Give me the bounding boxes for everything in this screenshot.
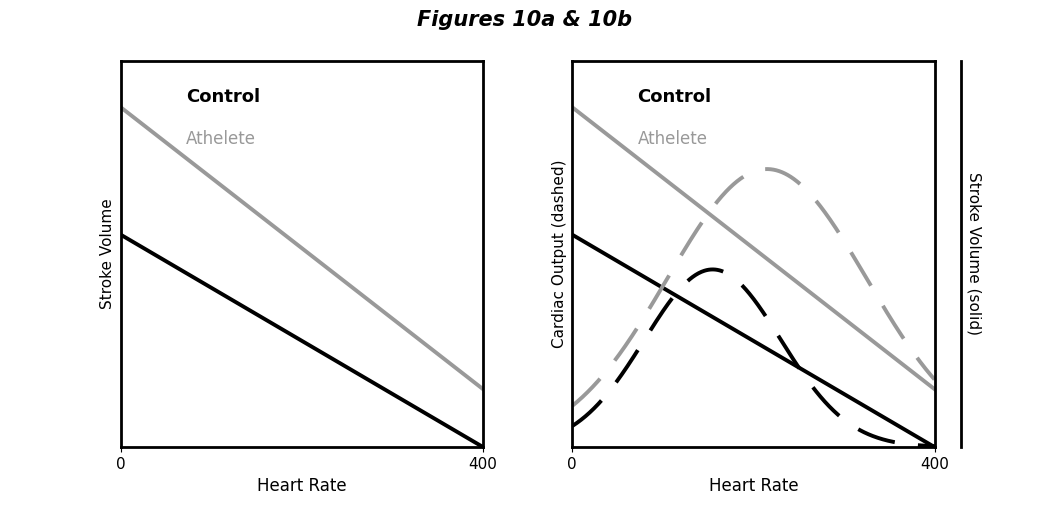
Text: Athelete: Athelete	[637, 131, 708, 148]
Y-axis label: Stroke Volume (solid): Stroke Volume (solid)	[966, 173, 982, 335]
X-axis label: Heart Rate: Heart Rate	[257, 478, 346, 495]
X-axis label: Heart Rate: Heart Rate	[709, 478, 798, 495]
Text: Control: Control	[637, 88, 712, 106]
Text: Athelete: Athelete	[186, 131, 256, 148]
Y-axis label: Cardiac Output (dashed): Cardiac Output (dashed)	[551, 160, 567, 348]
Text: Control: Control	[186, 88, 260, 106]
Text: Figures 10a & 10b: Figures 10a & 10b	[418, 10, 632, 30]
Y-axis label: Stroke Volume: Stroke Volume	[100, 199, 116, 309]
